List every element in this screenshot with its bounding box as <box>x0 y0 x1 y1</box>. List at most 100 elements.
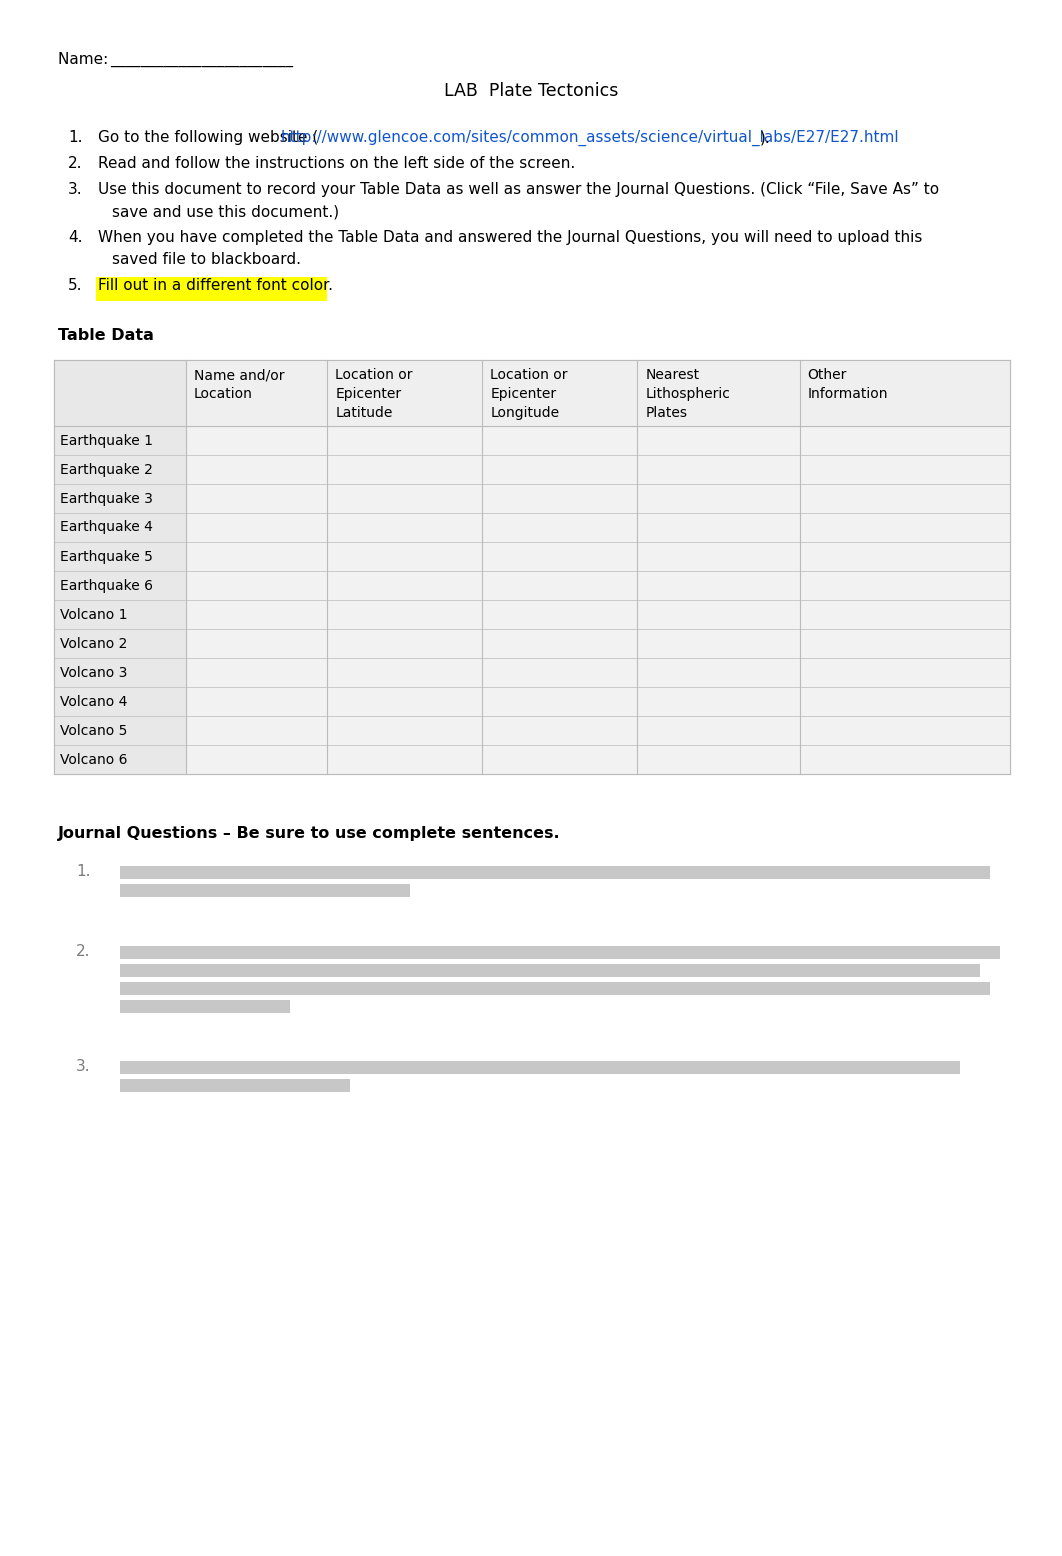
Text: 2.: 2. <box>68 156 83 171</box>
FancyBboxPatch shape <box>637 601 800 629</box>
Text: save and use this document.): save and use this document.) <box>112 204 339 219</box>
FancyBboxPatch shape <box>54 484 186 513</box>
FancyBboxPatch shape <box>327 541 482 571</box>
FancyBboxPatch shape <box>482 513 637 541</box>
Text: Volcano 1: Volcano 1 <box>59 607 127 621</box>
FancyBboxPatch shape <box>800 745 1010 773</box>
FancyBboxPatch shape <box>800 716 1010 745</box>
FancyBboxPatch shape <box>186 454 327 484</box>
FancyBboxPatch shape <box>637 716 800 745</box>
FancyBboxPatch shape <box>800 601 1010 629</box>
FancyBboxPatch shape <box>327 571 482 601</box>
FancyBboxPatch shape <box>186 513 327 541</box>
Text: saved file to blackboard.: saved file to blackboard. <box>112 252 301 268</box>
FancyBboxPatch shape <box>120 1061 960 1074</box>
FancyBboxPatch shape <box>637 454 800 484</box>
FancyBboxPatch shape <box>482 484 637 513</box>
Text: Earthquake 4: Earthquake 4 <box>59 521 153 535</box>
FancyBboxPatch shape <box>327 513 482 541</box>
FancyBboxPatch shape <box>800 484 1010 513</box>
Text: Volcano 2: Volcano 2 <box>59 636 127 650</box>
Text: Table Data: Table Data <box>58 328 154 342</box>
FancyBboxPatch shape <box>186 601 327 629</box>
FancyBboxPatch shape <box>186 658 327 688</box>
FancyBboxPatch shape <box>54 426 186 454</box>
FancyBboxPatch shape <box>120 867 990 879</box>
FancyBboxPatch shape <box>54 658 186 688</box>
FancyBboxPatch shape <box>637 359 800 426</box>
FancyBboxPatch shape <box>637 513 800 541</box>
FancyBboxPatch shape <box>120 946 1000 958</box>
FancyBboxPatch shape <box>800 426 1010 454</box>
FancyBboxPatch shape <box>800 541 1010 571</box>
FancyBboxPatch shape <box>54 629 186 658</box>
Text: 3.: 3. <box>68 182 83 198</box>
FancyBboxPatch shape <box>54 601 186 629</box>
FancyBboxPatch shape <box>482 716 637 745</box>
FancyBboxPatch shape <box>482 601 637 629</box>
Text: Volcano 4: Volcano 4 <box>59 694 127 708</box>
FancyBboxPatch shape <box>186 745 327 773</box>
Text: Journal Questions – Be sure to use complete sentences.: Journal Questions – Be sure to use compl… <box>58 826 561 840</box>
FancyBboxPatch shape <box>482 541 637 571</box>
Text: http://www.glencoe.com/sites/common_assets/science/virtual_labs/E27/E27.html: http://www.glencoe.com/sites/common_asse… <box>280 131 900 146</box>
FancyBboxPatch shape <box>327 601 482 629</box>
FancyBboxPatch shape <box>54 571 186 601</box>
Text: ________________________: ________________________ <box>110 51 293 67</box>
FancyBboxPatch shape <box>800 629 1010 658</box>
Text: Location or
Epicenter
Latitude: Location or Epicenter Latitude <box>336 369 413 420</box>
FancyBboxPatch shape <box>54 454 186 484</box>
FancyBboxPatch shape <box>637 688 800 716</box>
FancyBboxPatch shape <box>482 454 637 484</box>
Text: Earthquake 5: Earthquake 5 <box>59 549 153 563</box>
FancyBboxPatch shape <box>186 484 327 513</box>
FancyBboxPatch shape <box>120 884 410 896</box>
FancyBboxPatch shape <box>327 359 482 426</box>
FancyBboxPatch shape <box>327 629 482 658</box>
FancyBboxPatch shape <box>120 1001 290 1013</box>
Text: 3.: 3. <box>76 1060 90 1074</box>
Text: Name:: Name: <box>58 51 114 67</box>
Text: Earthquake 3: Earthquake 3 <box>59 492 153 506</box>
Text: Location or
Epicenter
Longitude: Location or Epicenter Longitude <box>491 369 568 420</box>
FancyBboxPatch shape <box>637 484 800 513</box>
FancyBboxPatch shape <box>54 541 186 571</box>
Text: 2.: 2. <box>76 944 90 958</box>
FancyBboxPatch shape <box>327 454 482 484</box>
Text: Read and follow the instructions on the left side of the screen.: Read and follow the instructions on the … <box>98 156 576 171</box>
FancyBboxPatch shape <box>327 745 482 773</box>
FancyBboxPatch shape <box>482 571 637 601</box>
FancyBboxPatch shape <box>327 426 482 454</box>
FancyBboxPatch shape <box>482 658 637 688</box>
FancyBboxPatch shape <box>54 359 1010 773</box>
Text: 1.: 1. <box>76 864 90 879</box>
FancyBboxPatch shape <box>637 658 800 688</box>
Text: Volcano 3: Volcano 3 <box>59 666 127 680</box>
FancyBboxPatch shape <box>482 745 637 773</box>
FancyBboxPatch shape <box>482 426 637 454</box>
FancyBboxPatch shape <box>54 513 186 541</box>
FancyBboxPatch shape <box>54 716 186 745</box>
Text: Volcano 5: Volcano 5 <box>59 724 127 738</box>
FancyBboxPatch shape <box>800 571 1010 601</box>
Text: Earthquake 6: Earthquake 6 <box>59 579 153 593</box>
FancyBboxPatch shape <box>327 688 482 716</box>
FancyBboxPatch shape <box>54 688 186 716</box>
Text: Earthquake 2: Earthquake 2 <box>59 462 153 476</box>
Text: Name and/or
Location: Name and/or Location <box>194 369 285 401</box>
FancyBboxPatch shape <box>482 688 637 716</box>
FancyBboxPatch shape <box>327 484 482 513</box>
FancyBboxPatch shape <box>637 541 800 571</box>
FancyBboxPatch shape <box>96 277 326 300</box>
FancyBboxPatch shape <box>800 688 1010 716</box>
Text: 1.: 1. <box>68 131 83 145</box>
FancyBboxPatch shape <box>327 716 482 745</box>
FancyBboxPatch shape <box>637 571 800 601</box>
Text: Fill out in a different font color.: Fill out in a different font color. <box>98 279 333 293</box>
FancyBboxPatch shape <box>120 1078 350 1092</box>
FancyBboxPatch shape <box>186 359 327 426</box>
FancyBboxPatch shape <box>637 745 800 773</box>
FancyBboxPatch shape <box>120 965 980 977</box>
FancyBboxPatch shape <box>186 629 327 658</box>
FancyBboxPatch shape <box>637 629 800 658</box>
